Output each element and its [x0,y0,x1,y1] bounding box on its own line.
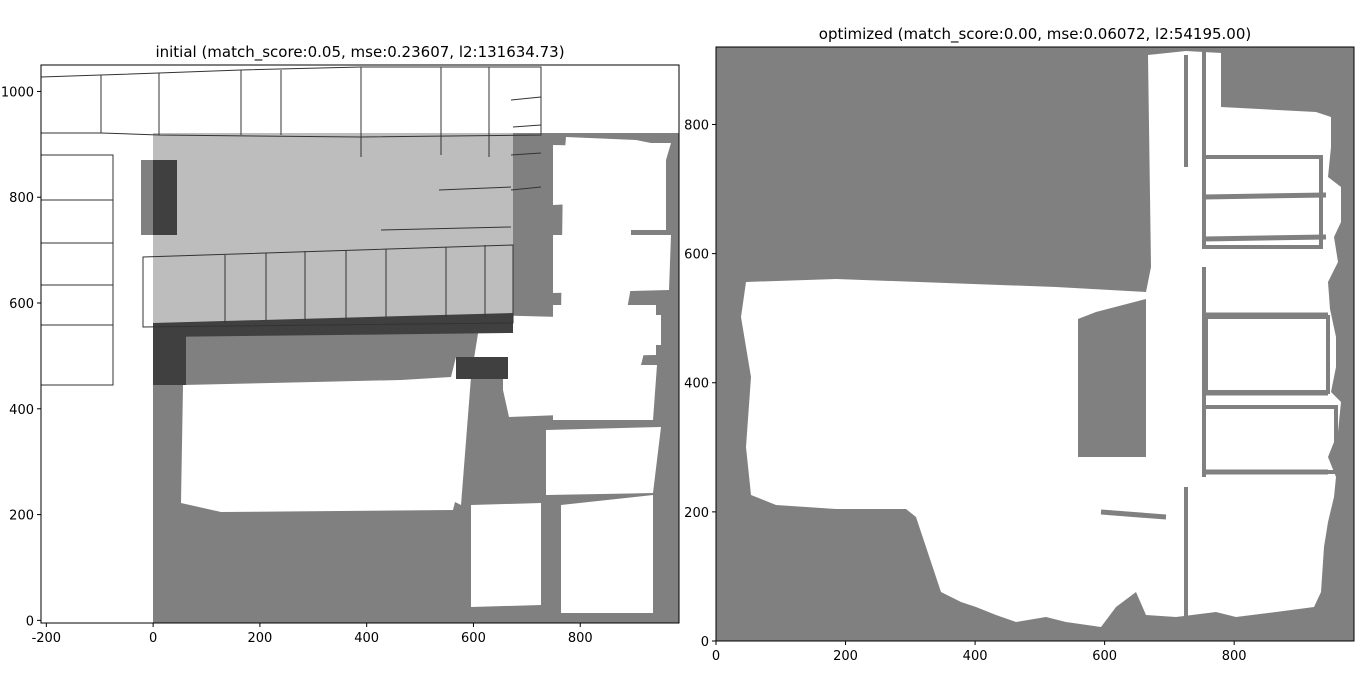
x-tick-label: 400 [354,631,379,646]
x-tick-label: 200 [247,631,272,646]
initial-title: initial (match_score:0.05, mse:0.23607, … [155,43,564,62]
initial-axis-ticks: -200 0 200 400 600 800 0 200 400 600 800 1000 [1,85,593,646]
optimized-axis-ticks: 0 200 400 600 800 0 200 400 600 800 [684,118,1246,664]
x-tick-label: 0 [149,631,157,646]
y-tick-label: 600 [684,248,709,263]
optimized-axes-frame [715,46,1355,642]
x-tick-label: 600 [1092,649,1117,664]
y-tick-label: 200 [684,506,709,521]
initial-axes-frame [40,64,680,624]
x-tick-label: 0 [712,649,720,664]
y-tick-label: 800 [684,118,709,133]
initial-map [41,65,679,623]
optimized-plot: optimized (match_score:0.00, mse:0.06072… [684,25,1355,664]
y-tick-label: 1000 [1,85,34,100]
y-tick-label: 600 [9,297,34,312]
x-tick-label: 200 [833,649,858,664]
y-tick-label: 0 [26,614,34,629]
x-tick-label: -200 [32,631,62,646]
optimized-map [716,47,1354,641]
initial-plot: initial (match_score:0.05, mse:0.23607, … [1,43,680,646]
x-tick-label: 400 [963,649,988,664]
y-tick-label: 400 [684,377,709,392]
y-tick-label: 0 [701,635,709,650]
optimized-title: optimized (match_score:0.00, mse:0.06072… [819,25,1251,44]
y-tick-label: 800 [9,191,34,206]
x-tick-label: 800 [568,631,593,646]
y-tick-label: 200 [9,509,34,524]
x-tick-label: 600 [461,631,486,646]
y-tick-label: 400 [9,403,34,418]
x-tick-label: 800 [1222,649,1247,664]
